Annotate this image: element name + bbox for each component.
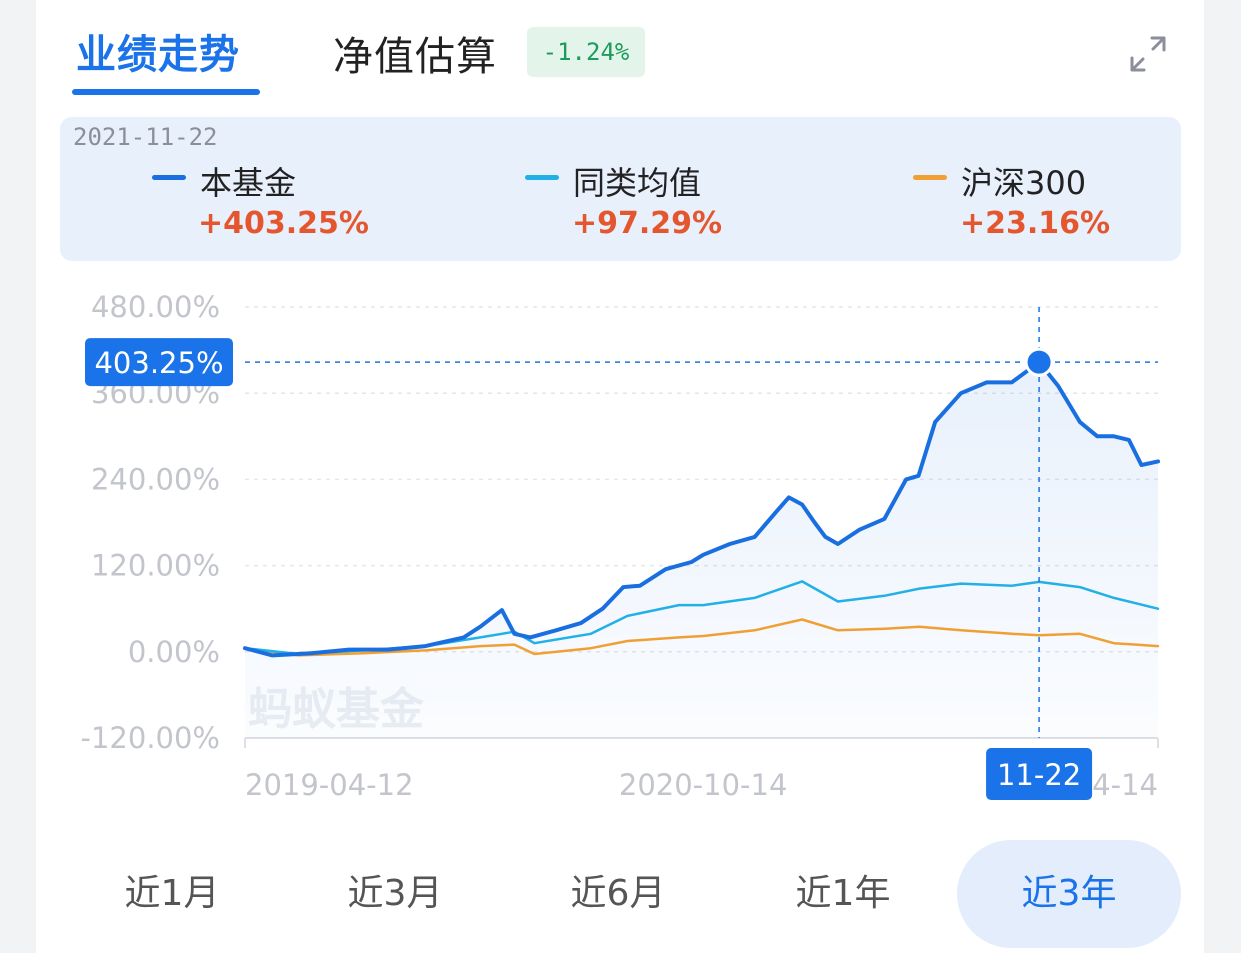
y-tick-label: -120.00% [81, 721, 221, 755]
info-panel [60, 117, 1181, 261]
period-1y-button[interactable]: 近1年 [795, 873, 891, 914]
fund-area [245, 362, 1158, 738]
tab-active-indicator [72, 89, 260, 95]
highlight-point [1024, 347, 1054, 377]
legend-value-index: +23.16% [960, 206, 1111, 241]
legend-label-fund: 本基金 [200, 164, 297, 202]
legend-value-fund: +403.25% [198, 206, 369, 241]
period-6m-button[interactable]: 近6月 [570, 873, 666, 914]
y-tick-label: 240.00% [91, 462, 220, 496]
tab-performance[interactable]: 业绩走势 [76, 32, 240, 78]
x-tooltip-box [986, 748, 1093, 800]
y-tick-label: 0.00% [128, 635, 220, 669]
series-line-index [243, 618, 1160, 657]
expand-icon[interactable] [1126, 32, 1170, 76]
legend-label-index: 沪深300 [961, 164, 1087, 202]
y-tooltip-box [85, 338, 233, 387]
x-tooltip-value: 11-22 [997, 758, 1081, 792]
y-tick-label: 480.00% [91, 290, 220, 324]
info-date: 2021-11-22 [73, 123, 218, 151]
legend-swatch-fund [152, 175, 186, 180]
x-tick-label: 2019-04-12 [245, 768, 414, 802]
period-1m-button[interactable]: 近1月 [124, 873, 220, 914]
legend-value-peer: +97.29% [572, 206, 723, 241]
legend-swatch-index [913, 175, 947, 180]
period-3y-button[interactable]: 近3年 [957, 840, 1181, 948]
period-3m-button[interactable]: 近3月 [347, 873, 443, 914]
legend-swatch-peer [525, 175, 559, 180]
x-tick-label: 2020-10-14 [619, 768, 788, 802]
y-tick-label: 120.00% [91, 549, 220, 583]
tab-estimate[interactable]: 净值估算 [333, 34, 497, 80]
estimate-change-badge: -1.24% [527, 27, 645, 77]
legend-label-peer: 同类均值 [573, 164, 702, 202]
y-tooltip-value: 403.25% [94, 346, 223, 380]
